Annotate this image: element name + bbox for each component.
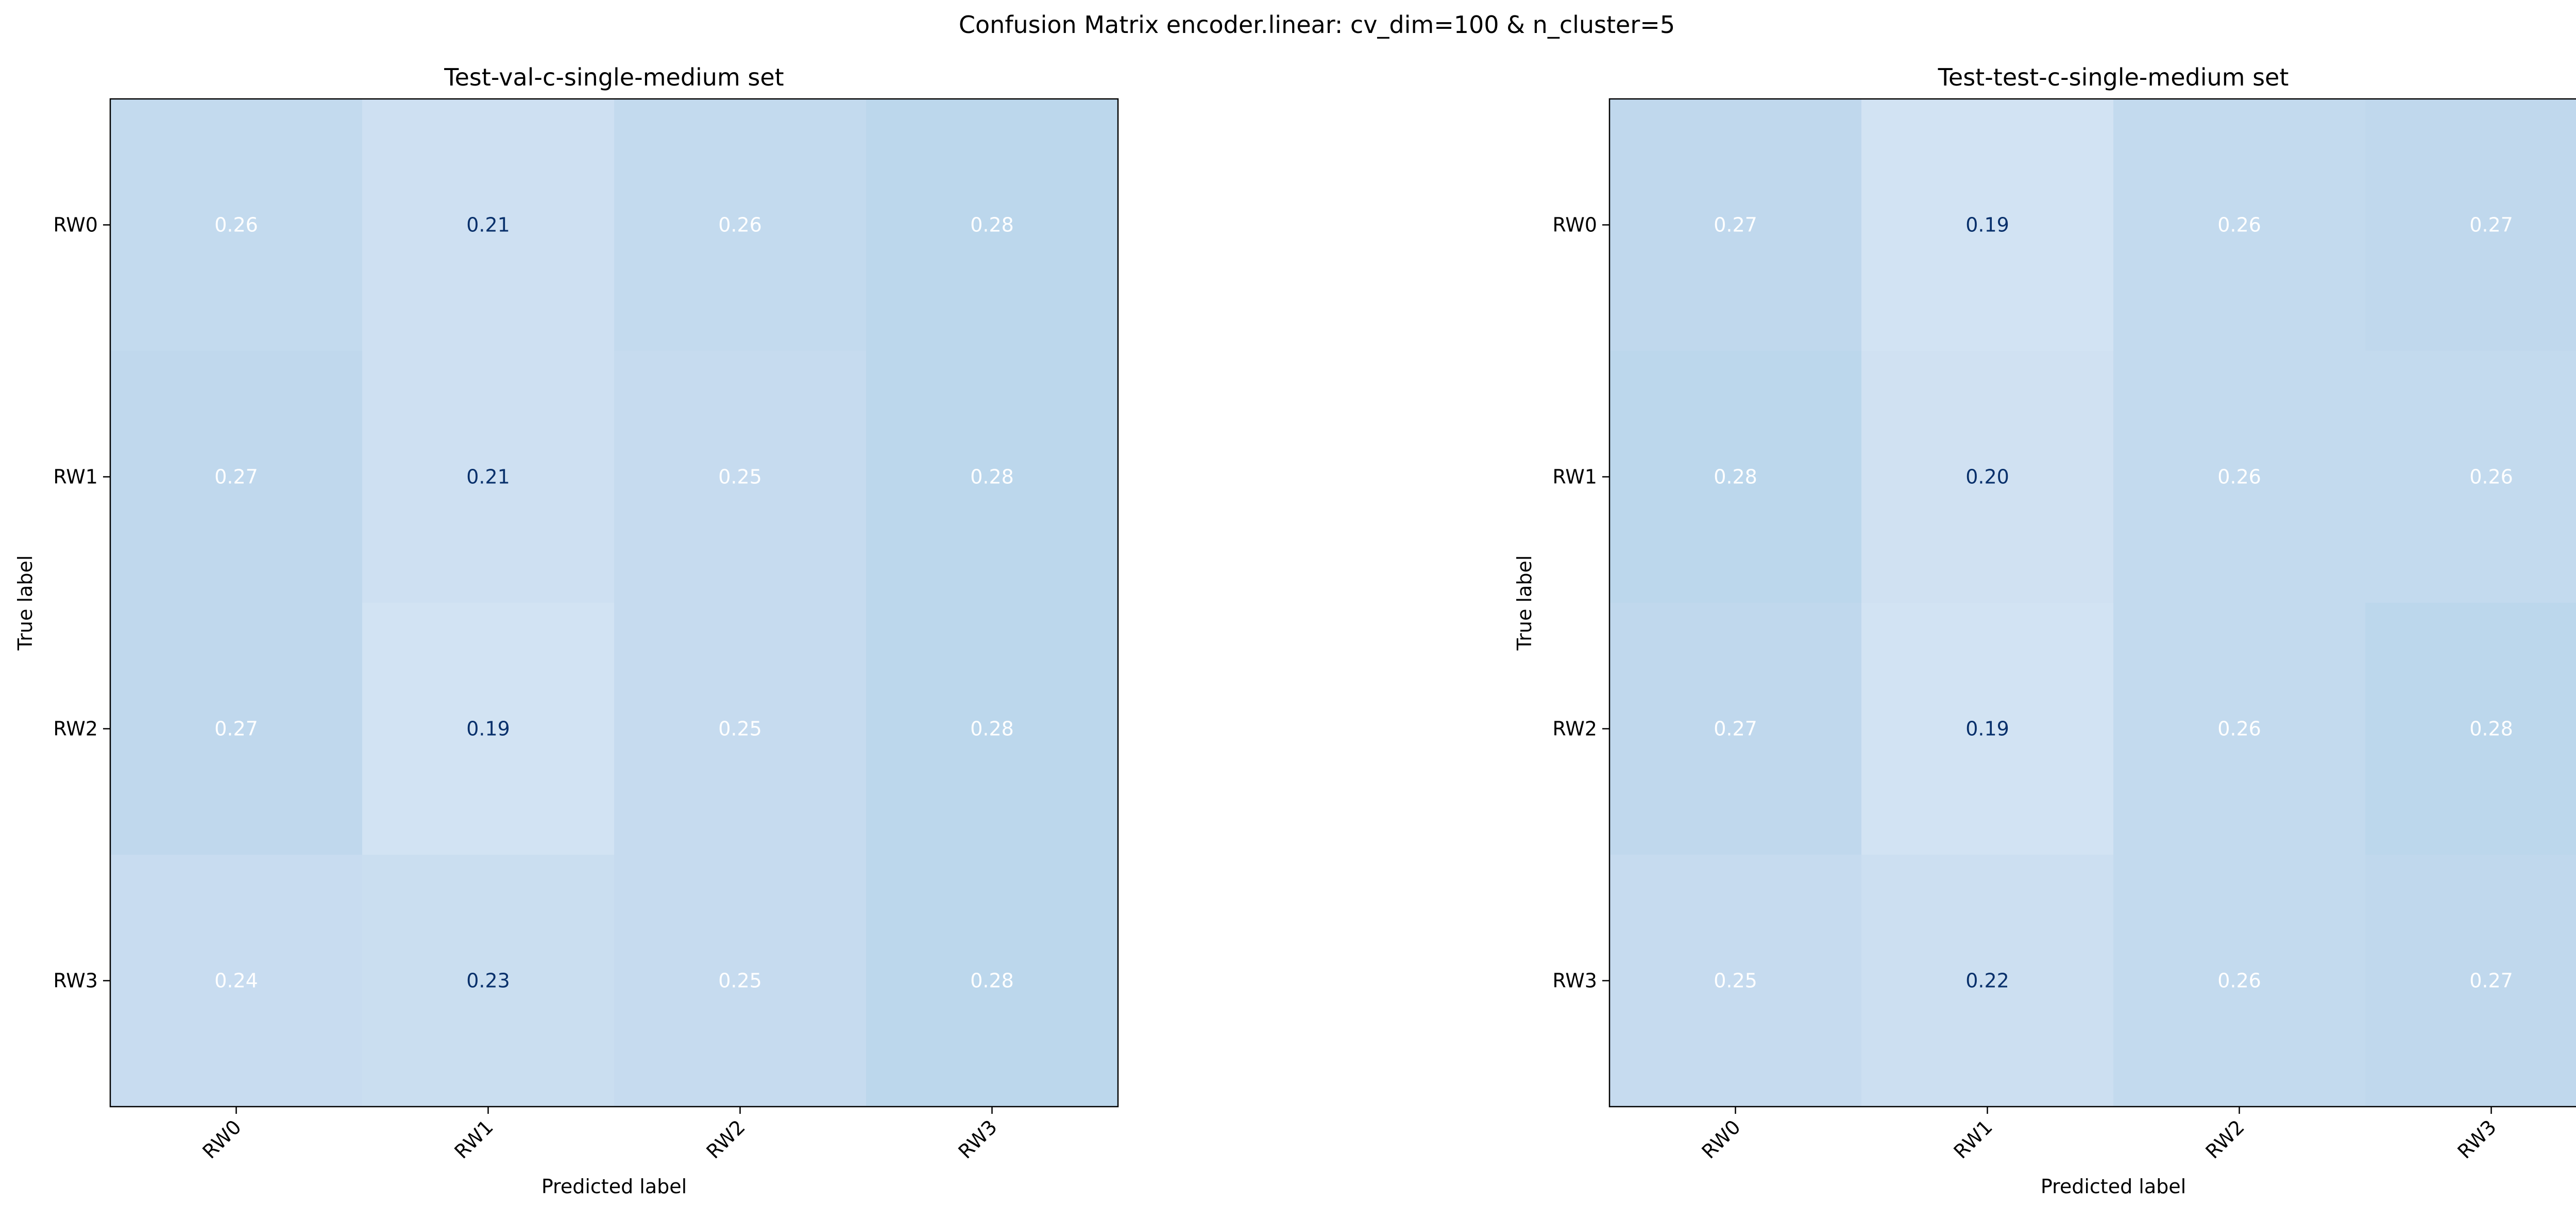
cell-value-label: 0.24 [214,970,258,992]
cell-value-label: 0.22 [1965,970,2009,992]
heatmap-cell [614,99,867,351]
cell-value-label: 0.28 [2469,718,2513,740]
y-tick-label: RW2 [1552,718,1597,740]
right-y-ticks: RW0 RW1 RW2 RW3 [1552,214,1609,992]
heatmap-cell [362,351,615,603]
cell-value-label: 0.19 [1965,718,2009,740]
heatmap-cell [362,855,615,1107]
y-tick-label: RW3 [53,970,98,992]
left-panel-title: Test-val-c-single-medium set [444,63,784,91]
heatmap-cell [362,603,615,855]
heatmap-cell [2113,99,2366,351]
heatmap-cell [362,99,615,351]
cell-value-label: 0.26 [2217,466,2261,488]
heatmap-cell [1609,99,1862,351]
heatmap-cell [2113,855,2366,1107]
heatmap-cell [866,603,1118,855]
cell-value-label: 0.27 [1714,214,1757,236]
heatmap-cell [866,351,1118,603]
y-tick-label: RW0 [1552,214,1597,236]
left-axes-frame [109,98,1119,1108]
cell-value-label: 0.23 [466,970,510,992]
heatmap-cell [110,855,363,1107]
confusion-matrix-left: Test-val-c-single-medium set 0.26 0.21 0.2… [14,63,1119,1198]
heatmap-cell [2365,351,2576,603]
heatmap-cell [2365,855,2576,1107]
right-y-axis-label: True label [1513,555,1536,651]
left-x-axis-label: Predicted label [541,1175,687,1198]
cell-value-label: 0.27 [2469,970,2513,992]
cell-value-label: 0.25 [718,466,762,488]
right-axes-frame [1608,98,2576,1108]
y-tick-label: RW2 [53,718,98,740]
y-tick-label: RW0 [53,214,98,236]
cell-value-label: 0.26 [718,214,762,236]
cell-value-label: 0.26 [214,214,258,236]
left-y-axis-label: True label [14,555,37,651]
cell-value-label: 0.19 [1965,214,2009,236]
heatmap-cell [2113,603,2366,855]
heatmap-cell [2365,603,2576,855]
cell-value-label: 0.27 [2469,214,2513,236]
y-tick-label: RW1 [1552,466,1597,488]
heatmap-cell [110,351,363,603]
cell-value-label: 0.28 [970,466,1014,488]
heatmap-cell [2365,99,2576,351]
cell-value-label: 0.28 [970,970,1014,992]
heatmap-cell [1861,855,2114,1107]
cell-value-label: 0.25 [718,718,762,740]
left-y-ticks: RW0 RW1 RW2 RW3 [53,214,110,992]
confusion-matrix-right: Test-test-c-single-medium set 0.27 0.19 0.… [1513,63,2576,1198]
cell-value-label: 0.21 [466,214,510,236]
heatmap-cell [2113,351,2366,603]
heatmap-cell [1609,351,1862,603]
cell-value-label: 0.28 [970,718,1014,740]
right-heatmap-cells: 0.27 0.19 0.26 0.27 0.28 0.20 0.26 0.26 0.27 0.19… [1609,99,2576,1107]
cell-value-label: 0.26 [2469,466,2513,488]
figure-suptitle: Confusion Matrix encoder.linear: cv_dim=… [959,11,1675,39]
cell-value-label: 0.28 [970,214,1014,236]
cell-value-label: 0.26 [2217,970,2261,992]
cell-value-label: 0.25 [718,970,762,992]
heatmap-cell [110,99,363,351]
heatmap-cell [1861,603,2114,855]
heatmap-cell [1861,351,2114,603]
left-heatmap-cells: 0.26 0.21 0.26 0.28 0.27 0.21 0.25 0.28 0.27 0.19… [110,99,1118,1107]
heatmap-cell [1609,603,1862,855]
cell-value-label: 0.27 [214,718,258,740]
cell-value-label: 0.21 [466,466,510,488]
cell-value-label: 0.20 [1965,466,2009,488]
heatmap-cell [866,855,1118,1107]
y-tick-label: RW3 [1552,970,1597,992]
cell-value-label: 0.26 [2217,214,2261,236]
right-panel-title: Test-test-c-single-medium set [1938,63,2289,91]
right-x-axis-label: Predicted label [2041,1175,2186,1198]
heatmap-cell [1609,855,1862,1107]
heatmap-cell [614,351,867,603]
cell-value-label: 0.19 [466,718,510,740]
cell-value-label: 0.26 [2217,718,2261,740]
heatmap-cell [614,603,867,855]
y-tick-label: RW1 [53,466,98,488]
heatmap-cell [866,99,1118,351]
cell-value-label: 0.28 [1714,466,1757,488]
cell-value-label: 0.27 [1714,718,1757,740]
heatmap-cell [110,603,363,855]
cell-value-label: 0.25 [1714,970,1757,992]
heatmap-cell [1861,99,2114,351]
heatmap-cell [614,855,867,1107]
cell-value-label: 0.27 [214,466,258,488]
